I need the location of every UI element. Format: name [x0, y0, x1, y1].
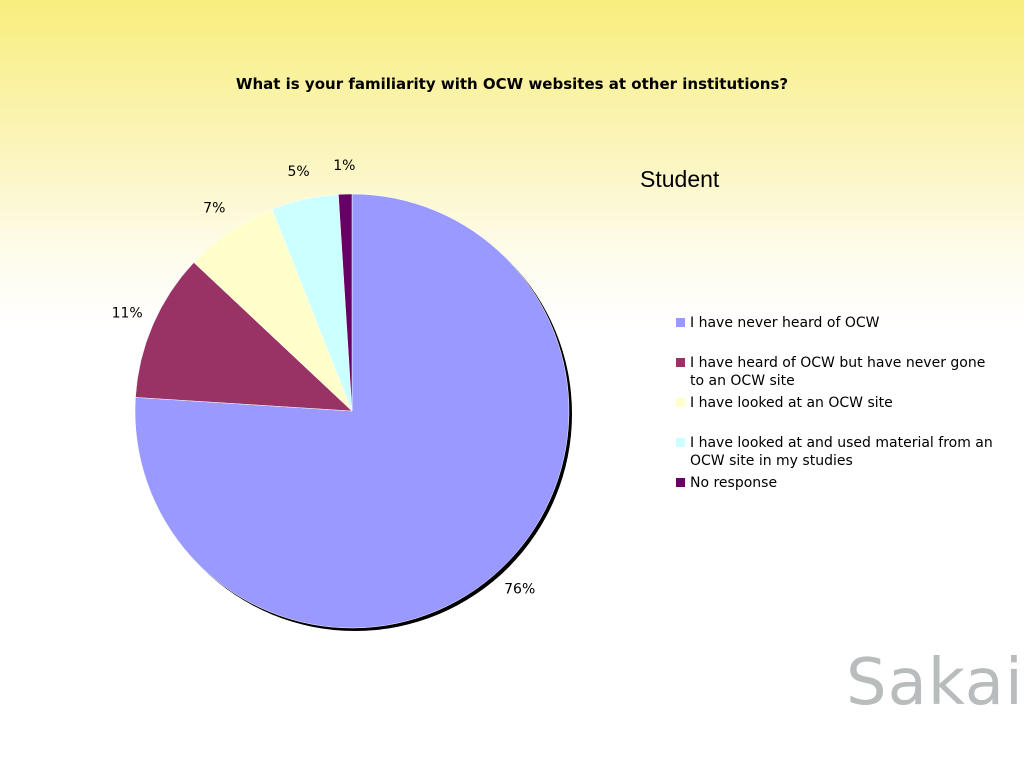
legend-item: I have looked at and used material from … [676, 434, 996, 470]
data-label: 76% [504, 582, 535, 598]
legend-item: No response [676, 474, 996, 492]
legend-swatch [676, 478, 685, 487]
legend-item: I have never heard of OCW [676, 314, 996, 332]
data-label: 5% [287, 164, 309, 180]
legend-label: I have never heard of OCW [690, 315, 880, 331]
legend: I have never heard of OCW I have heard of… [676, 314, 996, 514]
legend-label: I have heard of OCW but have never gone … [690, 355, 986, 389]
data-label: 11% [112, 306, 143, 322]
legend-swatch [676, 438, 685, 447]
legend-label: No response [690, 475, 778, 491]
data-label: 7% [203, 200, 225, 216]
logo: Sakai [846, 646, 1024, 720]
legend-swatch [676, 318, 685, 327]
legend-item: I have heard of OCW but have never gone … [676, 354, 996, 390]
legend-label: I have looked at and used material from … [690, 435, 993, 469]
legend-label: I have looked at an OCW site [690, 395, 893, 411]
legend-swatch [676, 398, 685, 407]
chart-title: What is your familiarity with OCW websit… [235, 75, 789, 93]
legend-swatch [676, 358, 685, 367]
legend-item: I have looked at an OCW site [676, 394, 996, 412]
pie-slice [135, 262, 353, 412]
data-label: 1% [333, 158, 355, 174]
pie-slice [338, 193, 353, 412]
chart-subtitle: Student [640, 166, 720, 192]
